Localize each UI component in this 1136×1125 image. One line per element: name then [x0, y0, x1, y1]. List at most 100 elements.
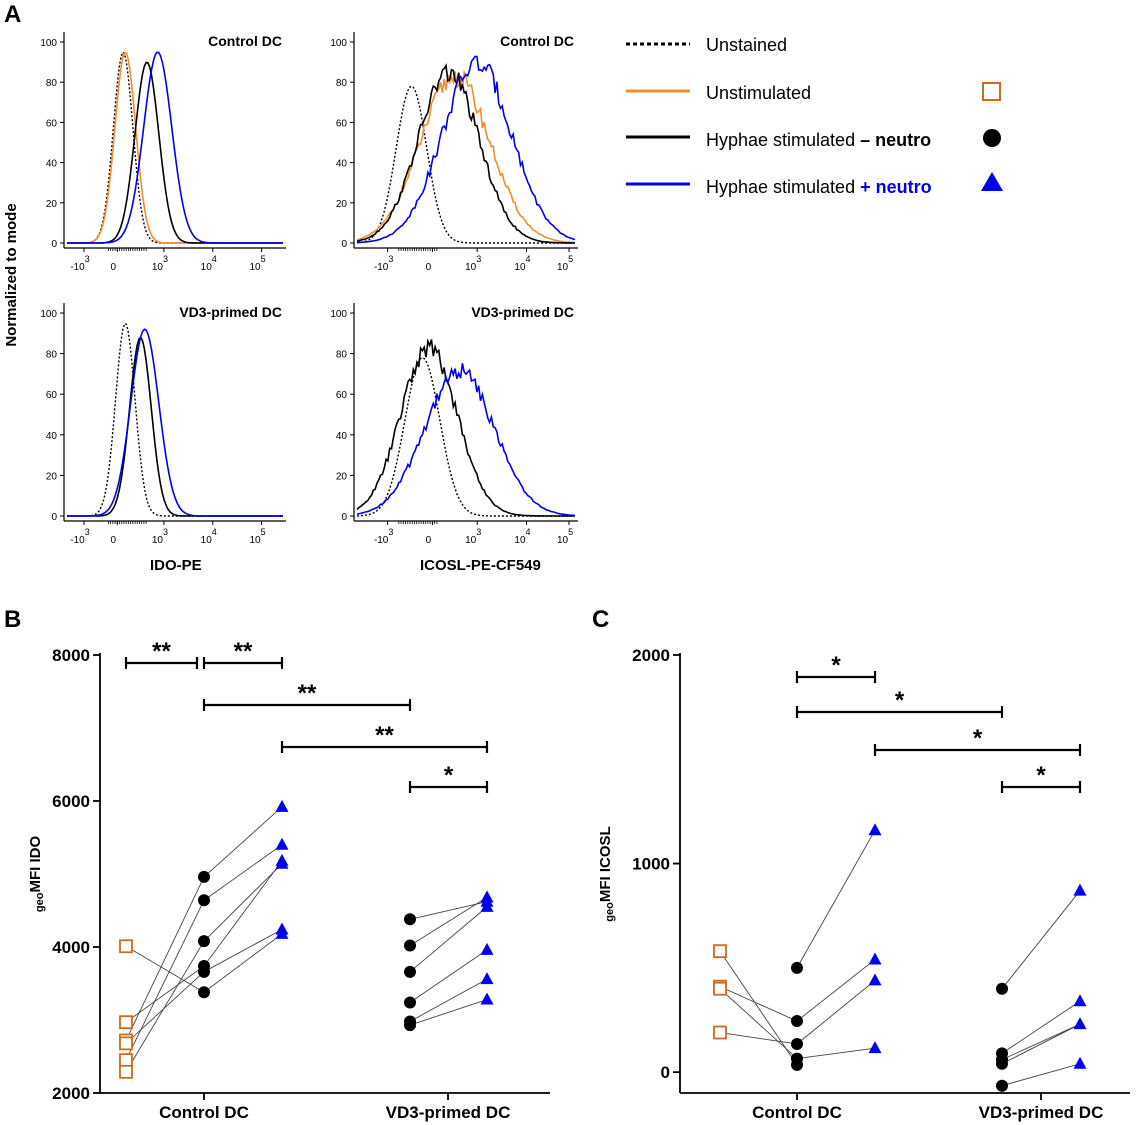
- dotplot-pair-line: [125, 965, 205, 1023]
- histogram-x-tick-exponent: 3: [163, 254, 168, 264]
- dotplot-square-marker: [119, 1064, 133, 1079]
- legend-unstimulated-label: Unstimulated: [706, 83, 811, 103]
- histogram-x-tick-label: -103: [374, 527, 393, 546]
- dotplot-pair-line: [1001, 1063, 1081, 1087]
- histogram-y-tick-label: 80: [46, 350, 58, 361]
- histogram-x-tick-exponent: 3: [388, 527, 393, 537]
- dotplot-pair-line: [719, 1032, 798, 1045]
- histogram-panel: 0 20 40 60 80 100 -103 0 103 104 105 VD3-primed DC: [40, 303, 286, 546]
- histogram-x-tick-exponent: 3: [85, 527, 90, 537]
- dotplot-triangle-marker: [868, 952, 882, 965]
- legend: Unstained Unstimulated Hyphae stimulated…: [626, 35, 1003, 197]
- dotplot-triangle-marker: [868, 823, 882, 836]
- dotplot-pair-line: [125, 900, 205, 1061]
- histogram-x-tick-exponent: 3: [163, 527, 168, 537]
- histogram-curve: [356, 55, 576, 244]
- histogram-curve: [67, 51, 283, 244]
- legend-hyphae-minus-label: Hyphae stimulated – neutro: [706, 130, 931, 150]
- histogram-panel: 0 20 40 60 80 100 -103 0 103 104 105 VD3-primed DC: [330, 303, 578, 546]
- histogram-x-tick-exponent: 3: [85, 254, 90, 264]
- histogram-x-tick-label: 0: [426, 262, 432, 273]
- dotplot-circle-marker: [404, 965, 416, 978]
- histogram-x-tick-exponent: 3: [388, 254, 393, 264]
- dotplot-pair-line: [796, 959, 876, 1022]
- dotplot-triangle-marker: [275, 926, 289, 939]
- significance-label: **: [298, 680, 317, 707]
- histogram-x-tick-label: -103: [70, 254, 89, 273]
- histogram-x-tick-label: -103: [70, 527, 89, 546]
- histogram-y-tick-label: 60: [336, 390, 348, 401]
- histogram-x-tick-label: 105: [557, 527, 573, 546]
- dotplot-category-label: Control DC: [752, 1103, 842, 1122]
- dotplot-triangle-marker: [1073, 883, 1087, 896]
- dotplot-triangle-marker: [275, 799, 289, 812]
- dotplot-pair-line: [719, 988, 798, 1059]
- significance-label: *: [444, 762, 454, 789]
- dotplot-square-marker: [713, 981, 727, 996]
- legend-hyphae-minus-prefix: Hyphae stimulated: [706, 130, 855, 150]
- histogram-y-tick-label: 20: [336, 471, 348, 482]
- dotplot-circle-marker: [791, 1037, 803, 1050]
- legend-unstained-label: Unstained: [706, 35, 787, 55]
- histogram-panel-title: VD3-primed DC: [471, 304, 574, 320]
- histogram-y-tick-label: 100: [330, 309, 347, 320]
- histogram-y-tick-label: 0: [51, 512, 57, 523]
- dotplot-circle-marker: [404, 996, 416, 1009]
- histogram-curve: [356, 85, 575, 244]
- dotplot-pair-line: [796, 980, 876, 1045]
- histogram-y-tick-label: 40: [46, 159, 58, 170]
- histogram-x-tick-exponent: 3: [476, 254, 481, 264]
- histogram-x-tick-label: 103: [465, 527, 481, 546]
- ido-xlabel: IDO-PE: [150, 557, 202, 574]
- histogram-x-tick-exponent: 5: [261, 254, 266, 264]
- histogram-x-tick-label: 103: [152, 527, 168, 546]
- dotplot-y-tick-label: 8000: [52, 646, 90, 665]
- legend-square-marker: [982, 82, 1001, 101]
- histogram-y-tick-label: 0: [341, 239, 347, 250]
- dotplot-pair-line: [409, 999, 488, 1026]
- histogram-x-tick-exponent: 3: [476, 527, 481, 537]
- histogram-y-tick-label: 80: [336, 78, 348, 89]
- dotplot-circle-marker: [404, 913, 416, 926]
- histogram-panel-title: VD3-primed DC: [179, 304, 282, 320]
- dotplot-pair-line: [125, 940, 205, 1073]
- significance-label: **: [152, 638, 171, 665]
- dotplot-pair-line: [409, 978, 488, 1022]
- dotplot-triangle-marker: [1073, 994, 1087, 1007]
- dotplot-circle-marker: [198, 894, 210, 907]
- panel-label-c: C: [592, 606, 609, 633]
- histogram-curve: [356, 63, 575, 244]
- dotplot-triangle-marker: [1073, 1017, 1087, 1030]
- histogram-y-tick-label: 100: [40, 38, 57, 49]
- significance-label: *: [973, 725, 983, 752]
- histogram-y-tick-label: 60: [46, 390, 58, 401]
- histogram-y-tick-label: 20: [336, 199, 348, 210]
- histogram-curve: [356, 356, 575, 517]
- histogram-x-tick-exponent: 4: [526, 254, 531, 264]
- histogram-curve: [67, 336, 283, 517]
- dotplot-pair-line: [125, 876, 205, 1041]
- dotplot-circle-marker: [404, 939, 416, 952]
- legend-hyphae-plus-label: Hyphae stimulated + neutro: [706, 177, 932, 197]
- histogram-curve: [356, 338, 575, 517]
- significance-label: **: [375, 722, 394, 749]
- dotplot-triangle-marker: [275, 856, 289, 869]
- histogram-x-tick-label: 105: [557, 254, 573, 273]
- dotplot-y-tick-label: 2000: [632, 646, 670, 665]
- histogram-y-tick-label: 60: [336, 118, 348, 129]
- dotplot-y-tick-label: 6000: [52, 792, 90, 811]
- dotplot-y-tick-label: 0: [661, 1063, 670, 1082]
- dotplot-pair-line: [203, 929, 283, 973]
- legend-triangle-marker: [981, 172, 1003, 191]
- histogram-curve: [356, 363, 576, 517]
- histogram-y-tick-label: 80: [336, 350, 348, 361]
- histogram-y-tick-label: 40: [336, 159, 348, 170]
- histogram-ylabel: Normalized to mode: [3, 203, 20, 346]
- significance-label: *: [1036, 762, 1046, 789]
- histogram-x-tick-label: 104: [201, 527, 217, 546]
- histogram-y-tick-label: 100: [330, 38, 347, 49]
- dotplot-pair-line: [203, 860, 283, 967]
- dotplot-pair-line: [409, 896, 488, 946]
- dotplot-y-tick-label: 4000: [52, 938, 90, 957]
